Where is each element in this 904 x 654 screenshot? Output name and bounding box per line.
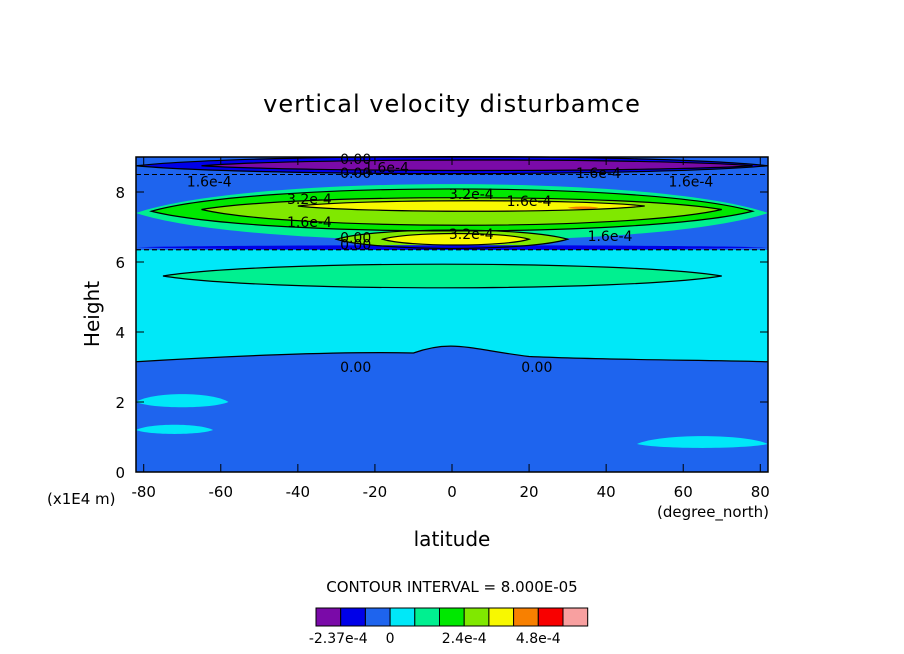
legend-swatch bbox=[562, 607, 589, 627]
x-tick-label: -20 bbox=[363, 483, 388, 501]
band-cyan-low-left2 bbox=[136, 424, 214, 434]
contour-interval-text: CONTOUR INTERVAL = 8.000E-05 bbox=[326, 578, 577, 596]
legend-swatch bbox=[537, 607, 564, 627]
legend-swatch bbox=[389, 607, 416, 627]
contour-line bbox=[149, 188, 755, 232]
legend-swatch bbox=[488, 607, 515, 627]
chart-title: vertical velocity disturbamce bbox=[263, 90, 641, 118]
contour-lines bbox=[135, 155, 769, 363]
contour-label: 1.6e-4 bbox=[507, 194, 552, 210]
color-legend bbox=[315, 607, 589, 627]
contour-label: 0.00 bbox=[340, 360, 371, 376]
y-tick-label: 4 bbox=[115, 324, 125, 342]
x-tick-label: 60 bbox=[674, 483, 693, 501]
band-cyan-low-left bbox=[136, 394, 229, 408]
contour-label: 3.2e-4 bbox=[449, 227, 494, 243]
legend-swatch bbox=[364, 607, 391, 627]
band-cyan-low-right bbox=[636, 436, 768, 448]
contour-labels: 0.00 1.6e-4 0.00 1.6e-4 1.6e-4 1.6e-4 3.2e-4 3.… bbox=[187, 152, 714, 376]
y-tick-label: 6 bbox=[115, 254, 125, 272]
x-axis-units: (degree_north) bbox=[657, 503, 769, 522]
contour-line bbox=[334, 229, 570, 250]
contour-label: 1.6e-4 bbox=[576, 166, 621, 182]
band-teal-mid bbox=[162, 264, 722, 288]
legend-swatch bbox=[463, 607, 490, 627]
y-tick-label: 0 bbox=[115, 464, 125, 482]
contour-label: 0.00 bbox=[340, 166, 371, 182]
legend-label: 4.8e-4 bbox=[516, 631, 561, 647]
y-tick-label: 2 bbox=[115, 394, 125, 412]
contour-label: 1.6e-4 bbox=[287, 215, 332, 231]
x-axis-label: latitude bbox=[414, 527, 491, 551]
contour-label: 3.2e-4 bbox=[449, 187, 494, 203]
contour-label: 1.6e-4 bbox=[187, 175, 232, 191]
x-tick-label: -40 bbox=[286, 483, 311, 501]
x-tick-label: 40 bbox=[597, 483, 616, 501]
band-orange-spot bbox=[567, 206, 599, 210]
contour-label: 0.00 bbox=[340, 152, 371, 168]
contour-label: 0.00 bbox=[340, 231, 371, 247]
band-purple-top bbox=[201, 159, 753, 171]
contour-line bbox=[297, 200, 645, 212]
zero-contour-line bbox=[135, 345, 769, 363]
band-yellow-lower bbox=[382, 233, 530, 246]
x-axis-ticks: -80 -60 -40 -20 0 20 40 60 80 bbox=[131, 157, 770, 501]
contour-line bbox=[162, 263, 722, 289]
contour-line bbox=[201, 197, 722, 226]
band-yellow-upper bbox=[297, 200, 645, 212]
legend-swatch bbox=[414, 607, 440, 627]
legend-swatch bbox=[439, 607, 465, 627]
legend-swatch bbox=[513, 607, 539, 627]
contour-label: 0.00 bbox=[521, 360, 552, 376]
x-tick-label: -80 bbox=[131, 483, 156, 501]
y-axis-ticks: 0 2 4 6 8 bbox=[115, 184, 768, 482]
contour-label: 1.6e-4 bbox=[669, 175, 714, 191]
x-tick-label: 80 bbox=[751, 483, 770, 501]
contour-label: 3.2e-4 bbox=[287, 192, 332, 208]
contour-line bbox=[380, 232, 532, 246]
x-tick-label: 20 bbox=[520, 483, 539, 501]
legend-label: -2.37e-4 bbox=[309, 631, 368, 647]
legend-label: 2.4e-4 bbox=[442, 631, 487, 647]
contour-plot: 0.00 1.6e-4 0.00 1.6e-4 1.6e-4 1.6e-4 3.2e-4 3.… bbox=[135, 152, 769, 473]
y-tick-label: 8 bbox=[115, 184, 125, 202]
contour-line bbox=[201, 159, 753, 172]
contour-label: 0.00 bbox=[340, 238, 371, 254]
y-axis-label: Height bbox=[80, 281, 104, 347]
color-legend-labels: -2.37e-4 0 2.4e-4 4.8e-4 bbox=[309, 631, 561, 647]
x-tick-label: 0 bbox=[447, 483, 457, 501]
legend-swatch bbox=[315, 607, 342, 627]
legend-label: 0 bbox=[386, 631, 395, 647]
y-axis-units: (x1E4 m) bbox=[47, 490, 116, 508]
contour-label: 1.6e-4 bbox=[588, 229, 633, 245]
legend-swatch bbox=[340, 607, 366, 627]
band-darkblue-low bbox=[136, 245, 768, 250]
x-tick-label: -60 bbox=[209, 483, 234, 501]
